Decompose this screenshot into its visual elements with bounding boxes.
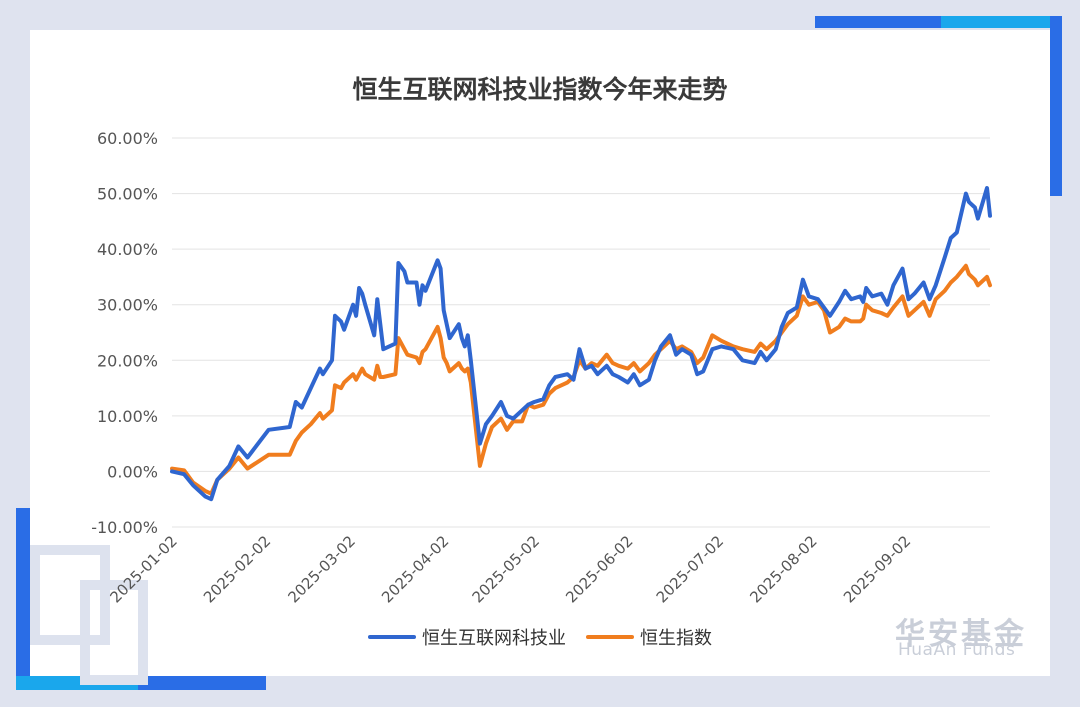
top-accent-bar-light: [941, 16, 1062, 28]
y-tick-label: 60.00%: [97, 129, 158, 148]
y-tick-label: 20.00%: [97, 351, 158, 370]
series-lines: [170, 186, 992, 502]
brand-logo-cn: 华安基金: [895, 617, 1027, 652]
y-tick-label: 40.00%: [97, 240, 158, 259]
right-accent-bar: [1050, 16, 1062, 196]
top-accent-bar: [815, 16, 941, 28]
left-accent-bar: [16, 508, 30, 690]
x-tick-label: 2025-02-02: [200, 532, 274, 606]
y-tick-label: 10.00%: [97, 407, 158, 426]
x-tick-label: 2025-04-02: [378, 532, 452, 606]
x-tick-label: 2025-09-02: [840, 532, 914, 606]
y-tick-label: -10.00%: [91, 518, 158, 537]
grid: [172, 137, 990, 528]
x-tick-label: 2025-03-02: [285, 532, 359, 606]
legend-label: 恒生指数: [640, 628, 712, 649]
x-tick-label: 2025-06-02: [562, 532, 636, 606]
legend-label: 恒生互联网科技业: [422, 628, 566, 649]
y-tick-label: 0.00%: [107, 462, 158, 481]
legend: 恒生互联网科技业 恒生指数: [368, 628, 712, 649]
series-line-1: [170, 263, 992, 496]
series-line-0: [170, 186, 992, 502]
x-axis: 2025-01-02 2025-02-02 2025-03-02 2025-04-02…: [106, 532, 914, 606]
chart-title: 恒生互联网科技业指数今年来走势: [352, 75, 727, 104]
y-axis: 60.00% 50.00% 40.00% 30.00% 20.00% 10.00% 0.00…: [91, 129, 158, 537]
bottom-accent-bar: [138, 676, 266, 690]
y-tick-label: 30.00%: [97, 296, 158, 315]
x-tick-label: 2025-05-02: [469, 532, 543, 606]
brand-logo-en: HuaAn Funds: [898, 640, 1016, 660]
y-tick-label: 50.00%: [97, 185, 158, 204]
x-tick-label: 2025-08-02: [746, 532, 820, 606]
x-tick-label: 2025-01-02: [106, 532, 180, 606]
x-tick-label: 2025-07-02: [653, 532, 727, 606]
decorative-frame: [30, 545, 110, 645]
decorative-frame: [80, 580, 148, 685]
